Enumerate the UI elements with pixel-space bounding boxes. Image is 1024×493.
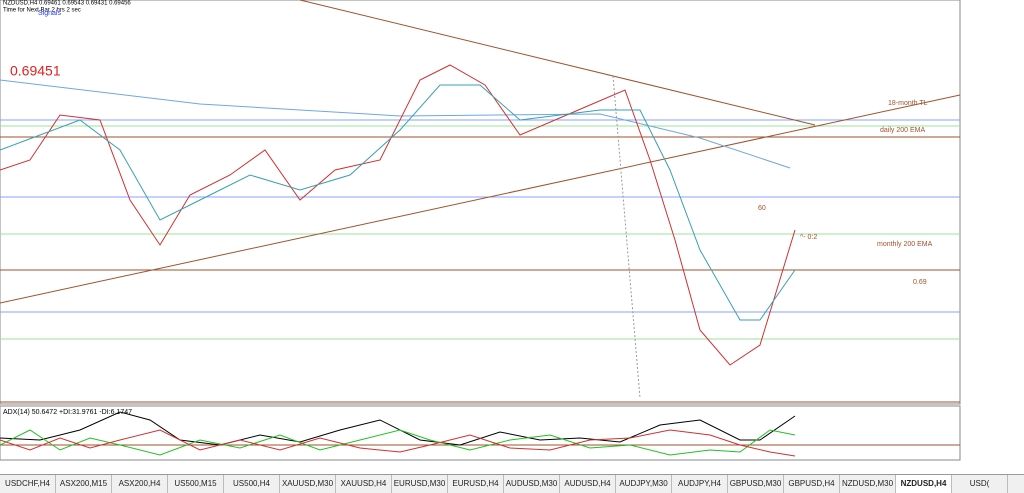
symbol-tab[interactable]: XAUUSD,M30 bbox=[280, 475, 336, 493]
annotation: 0.69 bbox=[913, 279, 927, 286]
symbol-tab[interactable]: XAUUSD,H4 bbox=[336, 475, 392, 493]
chart-window: NZDUSD,H4 0.69461 0.69543 0.69431 0.6945… bbox=[0, 0, 961, 461]
current-price: 0.69451 bbox=[10, 63, 61, 79]
symbol-tab[interactable]: AUDJPY,M30 bbox=[616, 475, 672, 493]
symbol-tabs: USDCHF,H4 ASX200,M15 ASX200,H4 US500,M15 US5… bbox=[0, 474, 1024, 493]
annotation: monthly 200 EMA bbox=[877, 241, 933, 248]
annotation: ^- 0:2 bbox=[800, 234, 817, 241]
annotation: 18-month TL bbox=[888, 100, 928, 107]
symbol-tab[interactable]: AUDUSD,M30 bbox=[504, 475, 560, 493]
symbol-tab[interactable]: EURUSD,M30 bbox=[392, 475, 448, 493]
symbol-tab[interactable]: ASX200,H4 bbox=[112, 475, 168, 493]
signals-title: Signals bbox=[38, 10, 61, 17]
symbol-tab[interactable]: USD( bbox=[952, 475, 1008, 493]
adx-panel bbox=[0, 405, 961, 461]
symbol-line: NZDUSD,H4 0.69461 0.69543 0.69431 0.6945… bbox=[3, 1, 131, 7]
annotation: 60 bbox=[758, 205, 766, 212]
symbol-tab[interactable]: GBPUSD,M30 bbox=[728, 475, 784, 493]
annotations: 18-month TL daily 200 EMA 60 ^- 0:2 mont… bbox=[758, 100, 933, 286]
main-panel bbox=[0, 0, 961, 405]
bar-timer: Time for Next Bar 2 hrs 2 sec bbox=[3, 8, 81, 14]
ema-slow bbox=[0, 84, 796, 321]
symbol-tab[interactable]: NZDUSD,H4 bbox=[896, 475, 952, 493]
trend-line bbox=[299, 0, 816, 126]
trend-line bbox=[0, 94, 961, 304]
symbol-tab[interactable]: USDCHF,H4 bbox=[0, 475, 56, 493]
symbol-tab[interactable]: EURUSD,H4 bbox=[448, 475, 504, 493]
symbol-tab[interactable]: US500,M15 bbox=[168, 475, 224, 493]
ema-fast bbox=[0, 64, 796, 366]
symbol-tab[interactable]: NZDUSD,M30 bbox=[840, 475, 896, 493]
symbol-tab[interactable]: AUDJPY,H4 bbox=[672, 475, 728, 493]
minus-di bbox=[0, 429, 796, 457]
symbol-tab[interactable]: GBPUSD,H4 bbox=[784, 475, 840, 493]
ema-200 bbox=[0, 79, 791, 169]
symbol-tab[interactable]: AUDUSD,H4 bbox=[560, 475, 616, 493]
adx-label: ADX(14) 50.6472 +DI:31.9761 -DI:6.1747 bbox=[3, 409, 132, 416]
fib-base bbox=[612, 75, 641, 399]
symbol-tab[interactable]: US500,H4 bbox=[224, 475, 280, 493]
symbol-tab[interactable]: ASX200,M15 bbox=[56, 475, 112, 493]
annotation: daily 200 EMA bbox=[880, 127, 925, 134]
